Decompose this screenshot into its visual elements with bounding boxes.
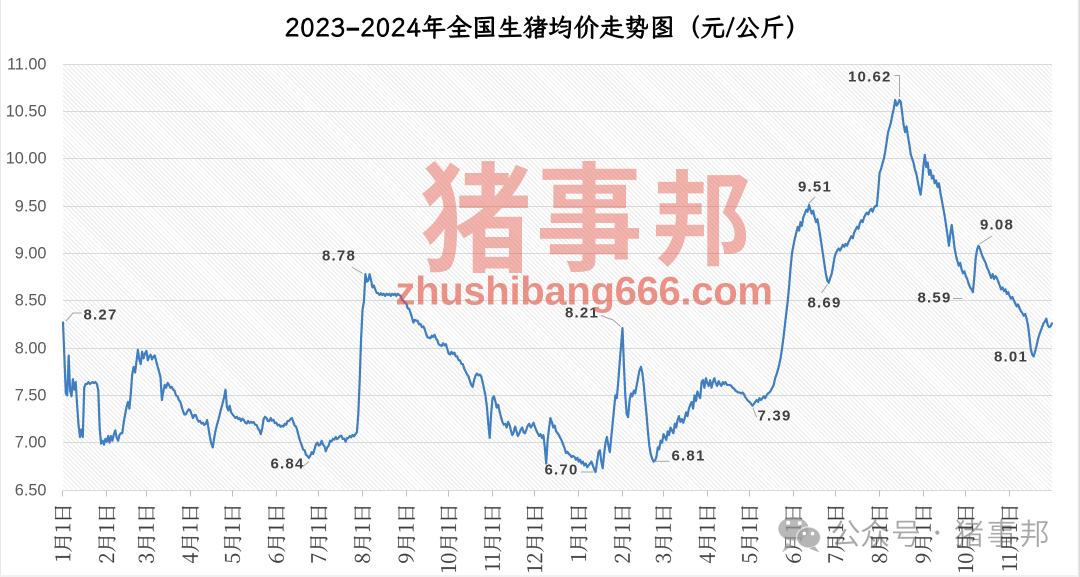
svg-text:8.21: 8.21 bbox=[565, 305, 599, 322]
svg-text:zhushibang666.com: zhushibang666.com bbox=[395, 270, 772, 314]
svg-text:9.00: 9.00 bbox=[15, 245, 47, 263]
svg-text:8.50: 8.50 bbox=[15, 292, 47, 310]
svg-text:8.69: 8.69 bbox=[808, 295, 842, 312]
svg-text:10.00: 10.00 bbox=[6, 150, 47, 168]
svg-text:7.50: 7.50 bbox=[15, 387, 47, 405]
svg-text:6.50: 6.50 bbox=[15, 482, 47, 500]
svg-text:6.70: 6.70 bbox=[545, 462, 579, 479]
svg-text:8.59: 8.59 bbox=[918, 290, 952, 307]
svg-text:7.39: 7.39 bbox=[758, 408, 792, 425]
svg-text:10.50: 10.50 bbox=[6, 103, 47, 121]
svg-text:8.78: 8.78 bbox=[322, 248, 356, 265]
svg-text:10.62: 10.62 bbox=[848, 68, 892, 85]
svg-text:6.81: 6.81 bbox=[672, 448, 706, 465]
svg-text:8.27: 8.27 bbox=[84, 307, 118, 324]
svg-text:9.50: 9.50 bbox=[15, 198, 47, 216]
svg-text:6.84: 6.84 bbox=[271, 456, 305, 473]
svg-text:11.00: 11.00 bbox=[7, 56, 47, 74]
svg-text:9.51: 9.51 bbox=[798, 179, 832, 196]
svg-text:7.00: 7.00 bbox=[15, 434, 47, 452]
svg-text:8.01: 8.01 bbox=[994, 349, 1028, 366]
svg-text:9.08: 9.08 bbox=[980, 217, 1014, 234]
svg-text:8.00: 8.00 bbox=[15, 340, 47, 358]
